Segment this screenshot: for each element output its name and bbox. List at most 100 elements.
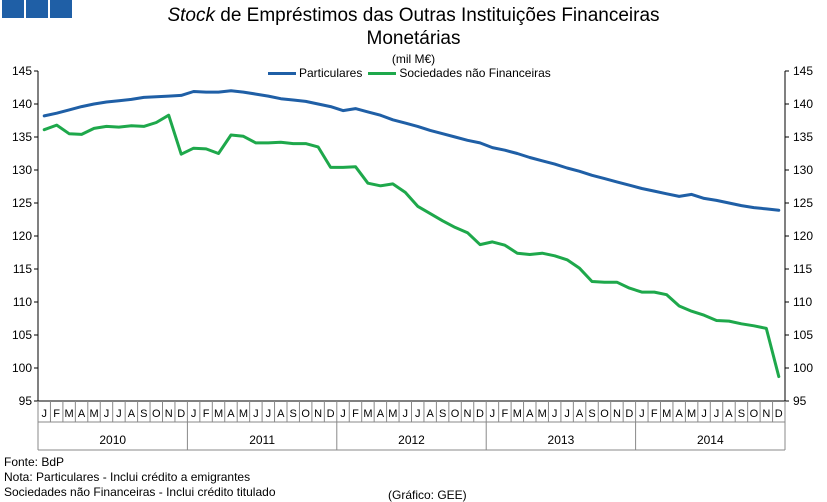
- month-label: N: [613, 408, 621, 420]
- month-label: J: [340, 408, 346, 420]
- footer-credit: (Gráfico: GEE): [388, 488, 467, 502]
- year-label: 2012: [398, 433, 425, 447]
- chart-title-italic: Stock: [167, 5, 215, 26]
- y-tick-label-left: 145: [12, 64, 32, 78]
- month-label: O: [301, 408, 310, 420]
- y-tick-label-right: 115: [793, 262, 812, 276]
- legend-label-particulares: Particulares: [299, 66, 363, 80]
- month-label: A: [128, 408, 136, 420]
- month-label: J: [403, 408, 409, 420]
- y-tick-label-right: 105: [793, 328, 813, 342]
- month-label: J: [564, 408, 570, 420]
- month-label: O: [750, 408, 759, 420]
- series-line-sociedades-nao-financeiras: [42, 113, 781, 379]
- month-label: S: [290, 408, 297, 420]
- month-label: S: [588, 408, 595, 420]
- chart-legend: Particulares Sociedades não Financeiras: [268, 66, 557, 80]
- chart-title: Stock de Empréstimos das Outras Institui…: [0, 4, 827, 50]
- month-label: N: [464, 408, 472, 420]
- series-line-particulares: [42, 89, 781, 212]
- month-label: F: [651, 408, 658, 420]
- month-label: A: [526, 408, 534, 420]
- month-label: D: [327, 408, 335, 420]
- y-tick-label-right: 135: [793, 130, 813, 144]
- month-label: S: [140, 408, 147, 420]
- month-label: M: [239, 408, 248, 420]
- chart-title-line2: Monetárias: [366, 28, 461, 49]
- month-label: F: [352, 408, 359, 420]
- month-label: M: [513, 408, 522, 420]
- y-tick-label-left: 115: [13, 262, 32, 276]
- y-tick-label-right: 95: [793, 394, 807, 408]
- month-label: J: [116, 408, 122, 420]
- y-tick-label-right: 130: [793, 163, 813, 177]
- month-label: M: [214, 408, 223, 420]
- month-label: M: [363, 408, 372, 420]
- month-label: A: [377, 408, 385, 420]
- month-label: A: [576, 408, 584, 420]
- month-label: J: [552, 408, 558, 420]
- y-tick-label-left: 110: [13, 295, 32, 309]
- month-label: M: [388, 408, 397, 420]
- month-label: J: [415, 408, 421, 420]
- month-label: M: [687, 408, 696, 420]
- month-label: O: [451, 408, 460, 420]
- footer-note-particulares: Nota: Particulares - Inclui crédito a em…: [4, 470, 251, 484]
- y-tick-label-right: 140: [793, 97, 813, 111]
- y-tick-label-left: 130: [12, 163, 32, 177]
- year-label: 2013: [548, 433, 575, 447]
- month-label: A: [227, 408, 235, 420]
- legend-swatch-snf: [368, 71, 397, 75]
- month-label: D: [476, 408, 484, 420]
- year-label: 2010: [99, 433, 126, 447]
- legend-item-snf: Sociedades não Financeiras: [368, 66, 551, 80]
- month-label: M: [662, 408, 671, 420]
- month-label: A: [725, 408, 733, 420]
- month-label: A: [676, 408, 684, 420]
- month-label: J: [104, 408, 110, 420]
- month-label: F: [502, 408, 509, 420]
- month-label: M: [89, 408, 98, 420]
- month-label: J: [490, 408, 496, 420]
- legend-label-snf: Sociedades não Financeiras: [399, 66, 551, 80]
- y-tick-label-right: 125: [793, 196, 813, 210]
- year-label: 2014: [697, 433, 724, 447]
- brand-square-icon: [26, 0, 48, 18]
- month-label: J: [701, 408, 707, 420]
- month-label: A: [277, 408, 285, 420]
- month-label: J: [41, 408, 47, 420]
- month-label: J: [266, 408, 272, 420]
- brand-square-icon: [50, 0, 72, 18]
- chart-unit: (mil M€): [391, 52, 436, 66]
- legend-item-particulares: Particulares: [268, 66, 362, 80]
- month-label: F: [203, 408, 210, 420]
- month-label: O: [152, 408, 161, 420]
- y-tick-label-right: 110: [793, 295, 812, 309]
- month-label: A: [78, 408, 86, 420]
- y-tick-label-left: 105: [12, 328, 32, 342]
- brand-square-icon: [2, 0, 24, 18]
- month-label: J: [191, 408, 197, 420]
- month-label: N: [762, 408, 770, 420]
- month-label: D: [775, 408, 783, 420]
- footer-source: Fonte: BdP: [4, 455, 65, 469]
- y-tick-label-right: 100: [793, 361, 813, 375]
- month-label: D: [625, 408, 633, 420]
- legend-swatch-particulares: [268, 71, 296, 75]
- y-tick-label-left: 95: [19, 394, 33, 408]
- month-label: D: [177, 408, 185, 420]
- y-tick-label-left: 140: [12, 97, 32, 111]
- month-label: N: [314, 408, 322, 420]
- month-label: F: [53, 408, 60, 420]
- month-label: M: [538, 408, 547, 420]
- y-tick-label-left: 100: [12, 361, 32, 375]
- month-label: M: [65, 408, 74, 420]
- month-label: A: [427, 408, 435, 420]
- y-tick-label-left: 120: [12, 229, 32, 243]
- month-label: S: [738, 408, 745, 420]
- y-tick-label-left: 135: [12, 130, 32, 144]
- month-label: J: [253, 408, 259, 420]
- y-tick-label-left: 125: [12, 196, 32, 210]
- month-label: O: [600, 408, 609, 420]
